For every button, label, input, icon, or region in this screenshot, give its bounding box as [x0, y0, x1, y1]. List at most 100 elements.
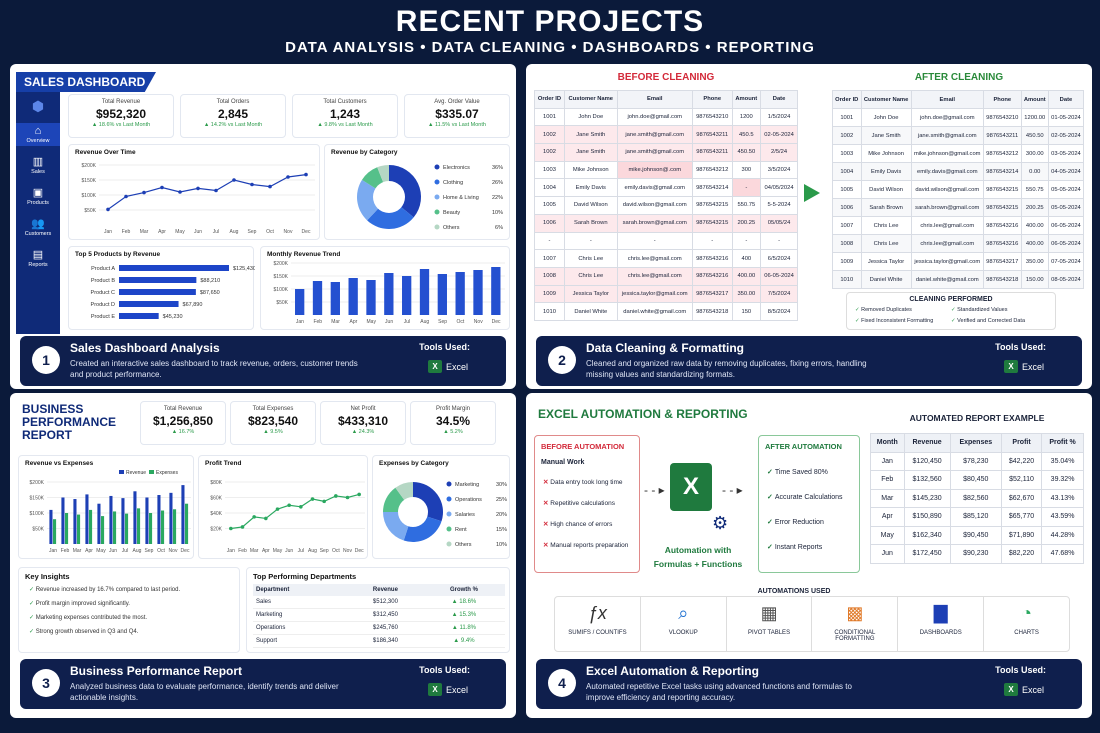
- x-tick-label: Feb: [313, 319, 322, 325]
- table-cell: 06-05-2024: [1047, 216, 1085, 235]
- legend-label: Marketing: [455, 482, 479, 488]
- column-header: Revenue: [347, 584, 423, 596]
- x-tick-label: Nov: [284, 229, 293, 235]
- kpi-card: Total Revenue $952,320 ▲ 18.6% vs Last Mon…: [68, 94, 174, 138]
- x-tick-label: May: [367, 319, 377, 325]
- column-header: Profit: [1000, 433, 1043, 453]
- kpi-change: ▲ 11.5% vs Last Month: [428, 122, 486, 128]
- x-tick-label: Jun: [194, 229, 202, 235]
- table-cell: $150,890: [903, 507, 951, 527]
- profit-trend-panel: Profit Trend $80K $60K $40K $20K Jan Feb Mar Ap…: [198, 455, 368, 559]
- table-row: May $162,340 $90,450 $71,890 44.28%: [870, 525, 1084, 545]
- bar: [61, 497, 65, 544]
- table-header-row: Month Revenue Expenses Profit Profit %: [870, 433, 1084, 453]
- legend-value: 36%: [492, 165, 503, 171]
- table-cell: 9876543215: [982, 198, 1022, 217]
- table-cell: 47.68%: [1041, 544, 1084, 564]
- legend-label: Operations: [455, 497, 482, 503]
- column-header: Expenses: [949, 433, 1002, 453]
- project-description-band: 3 Business Performance Report Analyzed b…: [20, 659, 506, 709]
- table-cell: 400.00: [1020, 216, 1049, 235]
- table-cell: 35.04%: [1041, 451, 1084, 471]
- legend-swatch: [446, 541, 452, 547]
- table-cell: 150: [731, 302, 762, 321]
- kpi-label: Net Profit: [350, 406, 376, 412]
- excel-logo-icon: X: [670, 463, 712, 511]
- table-row: 1007 Chris Lee chris.lee@gmail.com 98765432…: [832, 216, 1085, 235]
- table-cell: 04-05-2024: [1047, 162, 1085, 181]
- x-tick-label: Oct: [157, 548, 165, 554]
- x-tick-label: Aug: [230, 229, 239, 235]
- project-title: Business Performance Report: [70, 664, 243, 678]
- table-cell: jane.smith@gmail.com: [616, 125, 693, 145]
- bar: [384, 273, 394, 315]
- sidebar-item-products[interactable]: ▣ Products: [16, 185, 60, 208]
- insight-text: Profit margin improved significantly.: [35, 601, 130, 607]
- monthly-revenue-trend-title: Monthly Revenue Trend: [267, 251, 341, 258]
- table-row: 1006 Sarah Brown sarah.brown@gmail.com 9876…: [534, 213, 798, 233]
- check-icon: ✓: [855, 318, 862, 324]
- table-row: 1002 Jane Smith jane.smith@gmail.com 987654…: [832, 126, 1085, 145]
- x-tick-label: Sep: [248, 229, 257, 235]
- cleaning-step: ✓ Verified and Corrected Data: [951, 318, 1025, 324]
- column-header: Phone: [982, 90, 1022, 109]
- x-tick-label: Dec: [181, 548, 190, 554]
- grid-color-icon: ▩: [846, 603, 864, 623]
- column-header: Profit %: [1041, 433, 1084, 453]
- monthly-revenue-trend-chart: $200K $150K $100K $50K Jan Feb Mar Apr May Jun Jul…: [274, 261, 505, 325]
- table-cell: $145,230: [903, 488, 951, 508]
- table-cell: 5-5-2024: [760, 196, 798, 215]
- legend-label: Home & Living: [443, 195, 479, 201]
- legend-expenses: Expenses: [156, 470, 178, 476]
- sidebar-item-overview[interactable]: ⌂ Overview: [16, 123, 60, 146]
- check-icon: ✓: [767, 544, 775, 551]
- table-row: Apr $150,890 $85,120 $65,770 43.59%: [870, 507, 1084, 527]
- kpi-change: ▲ 24.3%: [351, 429, 375, 435]
- table-cell: -: [616, 231, 693, 251]
- automations-used-title: AUTOMATIONS USED: [757, 588, 831, 595]
- product-value: $87,650: [200, 290, 220, 296]
- check-icon: ✓: [855, 307, 862, 313]
- project-description-band: 2 Data Cleaning & Formatting Cleaned and…: [536, 336, 1082, 386]
- legend-label: Beauty: [443, 210, 460, 216]
- table-cell: 400: [731, 249, 762, 268]
- column-header: Customer Name: [860, 90, 912, 109]
- sidebar-item-label: Products: [27, 200, 49, 206]
- cross-icon: ✕: [543, 521, 551, 528]
- table-cell: Jane Smith: [563, 143, 618, 162]
- manual-work-label: Manual Work: [541, 459, 585, 466]
- table-cell: May: [870, 525, 905, 545]
- table-cell: $90,230: [949, 544, 1002, 564]
- donut-slice: [389, 165, 421, 218]
- sidebar-item-customers[interactable]: 👥 Customers: [16, 216, 60, 239]
- table-cell: 44.28%: [1041, 525, 1084, 545]
- revenue-by-category-donut: Electronics 36% Clothing 26% Home & Living 22…: [357, 164, 503, 231]
- automation-vlookup: ⌕ VLOOKUP: [641, 597, 727, 651]
- table-cell: Jane Smith: [563, 125, 618, 145]
- insight-text: Marketing expenses contributed the most.: [35, 615, 148, 621]
- sidebar-item-sales[interactable]: ▥ Sales: [16, 154, 60, 177]
- sidebar-item-reports[interactable]: ▤ Reports: [16, 247, 60, 270]
- table-cell: $512,300: [347, 596, 423, 609]
- table-cell: Chris Lee: [563, 249, 618, 268]
- bar: [366, 280, 376, 315]
- table-cell: 1004: [832, 162, 862, 181]
- y-tick-label: $50K: [32, 527, 44, 533]
- table-cell: $120,450: [903, 451, 951, 471]
- excel-tool: X Excel: [1003, 360, 1044, 373]
- project-description-band: 4 Excel Automation & Reporting Automated…: [536, 659, 1082, 709]
- table-row: 1006 Sarah Brown sarah.brown@gmail.com 9876…: [832, 198, 1085, 217]
- y-tick-label: $150K: [82, 178, 97, 184]
- table-cell: $52,110: [1000, 470, 1043, 490]
- pie-chart-icon: ◔: [1021, 603, 1032, 623]
- table-cell: $71,890: [1000, 525, 1043, 545]
- kpi-label: Avg. Order Value: [434, 99, 480, 105]
- bar: [145, 497, 149, 544]
- project-title: Data Cleaning & Formatting: [586, 341, 745, 355]
- x-tick-label: Feb: [238, 548, 247, 554]
- bar: [181, 485, 185, 544]
- table-cell: emily.davis@gmail.com: [910, 162, 984, 181]
- after-item-label: Time Saved 80%: [774, 469, 828, 476]
- insight-item: ✓ Revenue increased by 16.7% compared to…: [29, 586, 180, 593]
- function-icon: ƒx: [587, 603, 607, 623]
